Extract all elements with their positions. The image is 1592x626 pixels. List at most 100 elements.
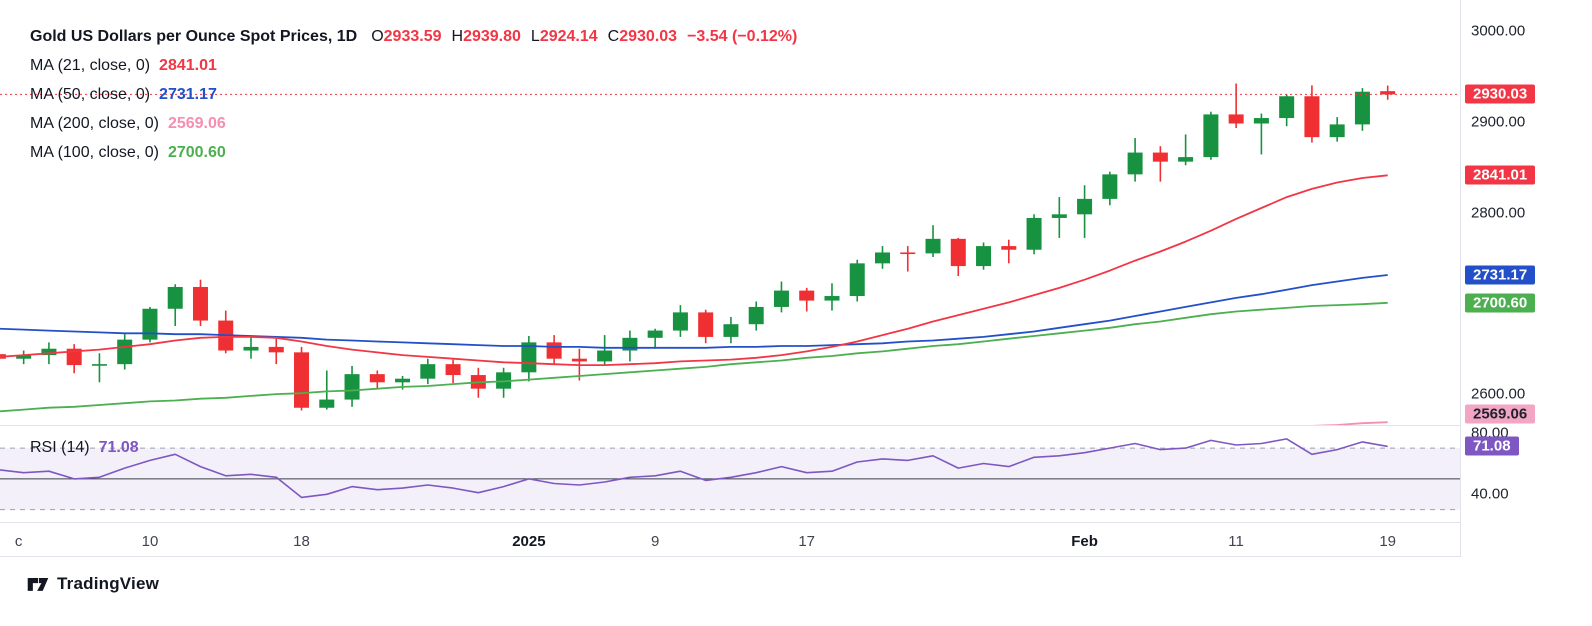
candle-body <box>849 263 865 297</box>
rsi-axis-label: 40.00 <box>1471 485 1509 503</box>
candle-body <box>723 324 739 337</box>
candle-body <box>976 246 992 267</box>
tradingview-attribution[interactable]: TradingView <box>26 572 159 596</box>
legend-ma-21-row[interactable]: MA (21, close, 0) 2841.01 <box>30 51 797 80</box>
ma-line-ma21 <box>0 174 1388 367</box>
candle-body <box>319 399 335 408</box>
candle-body <box>91 364 107 366</box>
ma-50-value: 2731.17 <box>159 85 217 103</box>
price-axis[interactable]: 3000.00 2900.00 2800.00 2600.00 80.00 40.00 29… <box>1460 0 1592 557</box>
candle-body <box>1380 91 1396 95</box>
candle-body <box>900 252 916 255</box>
legend: Gold US Dollars per Ounce Spot Prices, 1… <box>30 22 797 167</box>
candle-body <box>294 352 310 408</box>
time-axis-label: 17 <box>798 533 815 550</box>
candle-body <box>546 342 562 359</box>
time-axis-label: 11 <box>1228 533 1244 550</box>
candle-body <box>167 286 183 309</box>
ma21-badge: 2841.01 <box>1465 165 1536 185</box>
candle-body <box>41 348 57 356</box>
ohlc-open: O2933.59 <box>371 27 442 45</box>
symbol-title: Gold US Dollars per Ounce Spot Prices, 1… <box>30 27 358 45</box>
price-axis-label: 3000.00 <box>1471 22 1526 40</box>
time-axis-label: 2025 <box>512 533 545 550</box>
candle-body <box>1354 91 1370 125</box>
candle-body <box>420 364 436 379</box>
candle-body <box>1304 96 1320 138</box>
candle-body <box>748 306 764 325</box>
candle-body <box>571 358 587 362</box>
time-axis-label: 19 <box>1379 533 1396 550</box>
rsi-legend[interactable]: RSI (14) 71.08 <box>30 436 139 460</box>
candle-body <box>117 339 133 365</box>
candle-body <box>1228 114 1244 124</box>
candle-body <box>1253 118 1269 124</box>
time-axis-label: 18 <box>293 533 310 550</box>
legend-ma-200-row[interactable]: MA (200, close, 0) 2569.06 <box>30 109 797 138</box>
candle-body <box>875 252 890 264</box>
candle-body <box>344 374 360 400</box>
candle-body <box>268 346 284 353</box>
candle-body <box>647 330 663 338</box>
ma-200-label: MA (200, close, 0) <box>30 114 159 132</box>
candle-body <box>142 308 158 340</box>
candle-body <box>445 364 461 376</box>
candle-body <box>1279 96 1295 119</box>
rsi-line <box>0 438 1388 499</box>
time-axis-label: 10 <box>142 533 159 550</box>
legend-ma-50-row[interactable]: MA (50, close, 0) 2731.17 <box>30 80 797 109</box>
candle-body <box>698 312 714 337</box>
last-price-badge: 2930.03 <box>1465 84 1536 104</box>
price-axis-label: 2900.00 <box>1471 113 1526 131</box>
price-axis-label: 2600.00 <box>1471 385 1526 403</box>
price-chart-canvas[interactable]: c 10 18 2025 9 17 Feb 11 19 <box>0 0 1460 557</box>
candle-body <box>1329 124 1345 138</box>
ma-100-label: MA (100, close, 0) <box>30 143 159 161</box>
candle-body <box>597 350 613 362</box>
main-pane[interactable] <box>0 83 1460 474</box>
rsi-value: 71.08 <box>98 439 139 456</box>
candle-body <box>66 348 82 366</box>
ma100-badge: 2700.60 <box>1465 293 1536 313</box>
candle-body <box>799 290 815 301</box>
candle-body <box>824 296 840 301</box>
ma-21-label: MA (21, close, 0) <box>30 56 151 74</box>
ma-line-ma100 <box>0 301 1388 413</box>
candle-body <box>369 374 385 383</box>
tradingview-brand-text: TradingView <box>57 574 160 593</box>
legend-ma-100-row[interactable]: MA (100, close, 0) 2700.60 <box>30 138 797 167</box>
candle-body <box>395 378 411 383</box>
candle-body <box>1127 152 1143 175</box>
rsi-label: RSI (14) <box>30 439 90 456</box>
candle-body <box>1102 174 1118 199</box>
candle-body <box>16 355 32 359</box>
candle-body <box>192 286 208 321</box>
candle-body <box>1178 157 1194 162</box>
candle-body <box>672 312 688 331</box>
price-change: −3.54 (−0.12%) <box>687 27 798 45</box>
time-axis-label: 9 <box>651 533 659 550</box>
ma200-badge: 2569.06 <box>1465 404 1536 424</box>
time-axis-label: c <box>15 533 23 550</box>
ma-50-label: MA (50, close, 0) <box>30 85 151 103</box>
candle-body <box>1026 217 1042 250</box>
ma-line-ma50 <box>0 274 1388 349</box>
ma-100-value: 2700.60 <box>167 143 226 161</box>
ma-200-value: 2569.06 <box>167 114 226 132</box>
time-axis-label: Feb <box>1071 533 1098 550</box>
candle-body <box>243 346 259 351</box>
candle-body <box>1203 114 1219 158</box>
ohlc-low: L2924.14 <box>530 27 598 45</box>
candle-body <box>1152 152 1168 162</box>
ohlc-close: C2930.03 <box>607 27 678 45</box>
candle-body <box>773 290 789 307</box>
candle-body <box>521 342 537 373</box>
candle-body <box>1001 246 1017 250</box>
candle-body <box>950 238 966 267</box>
rsi-pane[interactable] <box>0 438 1460 511</box>
candle-body <box>1051 214 1067 218</box>
legend-title-row[interactable]: Gold US Dollars per Ounce Spot Prices, 1… <box>30 22 797 51</box>
ohlc-high: H2939.80 <box>451 27 521 45</box>
ma50-badge: 2731.17 <box>1465 265 1536 285</box>
